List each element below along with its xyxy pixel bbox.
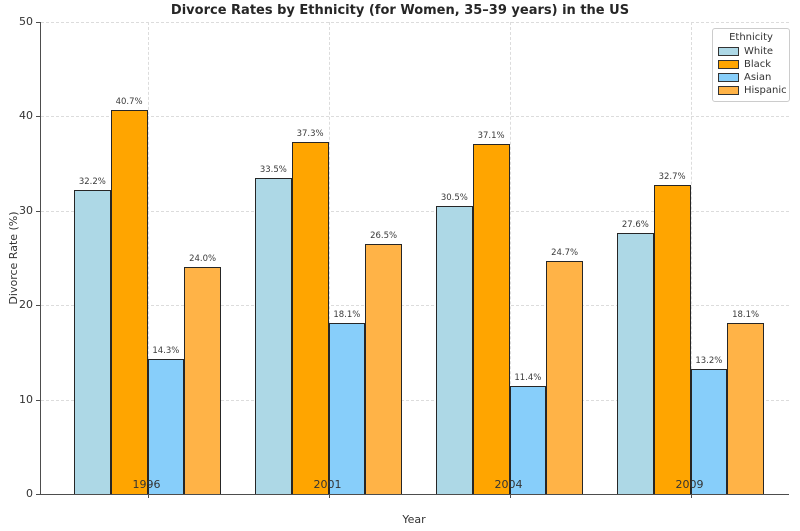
y-axis-label: Divorce Rate (%): [7, 211, 20, 305]
bar-value-label: 37.1%: [477, 130, 505, 141]
bar-asian-1996: [147, 359, 185, 494]
bar-hispanic-2004: [546, 260, 583, 494]
x-tick-mark: [328, 494, 330, 498]
legend-swatch-icon: [718, 47, 739, 56]
bar-value-label: 33.5%: [259, 164, 287, 175]
bar-value-label: 18.1%: [333, 310, 361, 321]
y-tick-mark: [36, 210, 40, 212]
bar-value-label: 40.7%: [115, 96, 143, 107]
bar-value-label: 32.2%: [78, 177, 106, 188]
bar-hispanic-1996: [184, 267, 221, 494]
bar-white-2009: [617, 233, 654, 494]
x-tick-mark: [147, 494, 149, 498]
vertical-gridline: [147, 22, 149, 494]
legend-swatch-icon: [718, 73, 739, 82]
legend-label: White: [744, 46, 774, 57]
y-tick-mark: [36, 22, 40, 23]
y-tick-label: 40: [19, 109, 33, 123]
legend-item-hispanic: Hispanic: [718, 84, 787, 97]
legend-label: Hispanic: [744, 85, 787, 96]
vertical-gridline: [328, 22, 330, 494]
bar-value-label: 18.1%: [732, 310, 760, 321]
plot-area: 0 10 20 30 40 50 32.2% 33.5% 30.5% 27.6% 40.7% 37.3…: [19, 15, 789, 500]
legend-swatch-icon: [718, 86, 739, 95]
bar-asian-2004: [509, 386, 547, 494]
bar-white-1996: [74, 190, 111, 494]
y-tick-label: 10: [19, 392, 33, 406]
bar-value-label: 37.3%: [296, 128, 324, 139]
bar-asian-2009: [690, 369, 728, 494]
x-tick-mark: [690, 494, 692, 498]
chart-title: Divorce Rates by Ethnicity (for Women, 3…: [170, 3, 630, 18]
bar-black-2009: [653, 185, 691, 494]
bar-hispanic-2009: [727, 323, 764, 494]
x-tick-label: 2004: [494, 478, 523, 491]
bar-white-2004: [436, 206, 473, 494]
bar-value-label: 32.7%: [658, 172, 686, 183]
bar-value-label: 11.4%: [514, 373, 542, 384]
y-tick-mark: [36, 399, 40, 401]
y-tick-label: 30: [19, 203, 33, 217]
horizontal-gridline: [41, 116, 789, 118]
horizontal-gridline: [41, 305, 789, 307]
bar-value-label: 30.5%: [440, 193, 468, 204]
bar-value-label: 24.0%: [189, 254, 217, 265]
bar-black-2001: [291, 141, 329, 494]
legend-title: Ethnicity: [729, 32, 773, 43]
bar-black-1996: [110, 109, 148, 494]
y-tick-label: 20: [19, 298, 33, 312]
legend-label: Black: [744, 59, 772, 70]
x-tick-label: 1996: [132, 478, 161, 491]
bar-value-label: 27.6%: [621, 220, 649, 231]
legend: Ethnicity White Black Asian Hispanic: [712, 28, 790, 102]
horizontal-gridline: [41, 22, 789, 23]
legend-label: Asian: [744, 72, 772, 83]
y-tick-mark: [36, 116, 40, 118]
y-tick-label: 50: [19, 15, 33, 28]
bar-hispanic-2001: [365, 243, 402, 494]
x-tick-mark: [509, 494, 511, 498]
horizontal-gridline: [41, 210, 789, 212]
bar-value-label: 14.3%: [152, 346, 180, 356]
legend-item-black: Black: [718, 58, 784, 71]
x-tick-label: 2001: [313, 478, 342, 491]
bar-value-label: 13.2%: [695, 356, 723, 367]
bar-asian-2001: [328, 323, 366, 494]
bar-white-2001: [255, 177, 292, 494]
legend-item-asian: Asian: [718, 71, 784, 84]
bar-black-2004: [472, 143, 510, 494]
vertical-gridline: [509, 22, 511, 494]
y-tick-mark: [36, 305, 40, 307]
legend-item-white: White: [718, 45, 784, 58]
vertical-gridline: [690, 22, 692, 494]
bar-value-label: 26.5%: [370, 230, 398, 241]
bar-value-label: 24.7%: [551, 247, 579, 258]
legend-swatch-icon: [718, 60, 739, 69]
y-tick-mark: [36, 494, 40, 495]
horizontal-gridline: [41, 399, 789, 401]
y-tick-label: 0: [26, 487, 33, 500]
legend-items: White Black Asian Hispanic: [718, 45, 787, 97]
x-tick-label: 2009: [675, 478, 704, 491]
x-axis-label: Year: [402, 513, 426, 526]
